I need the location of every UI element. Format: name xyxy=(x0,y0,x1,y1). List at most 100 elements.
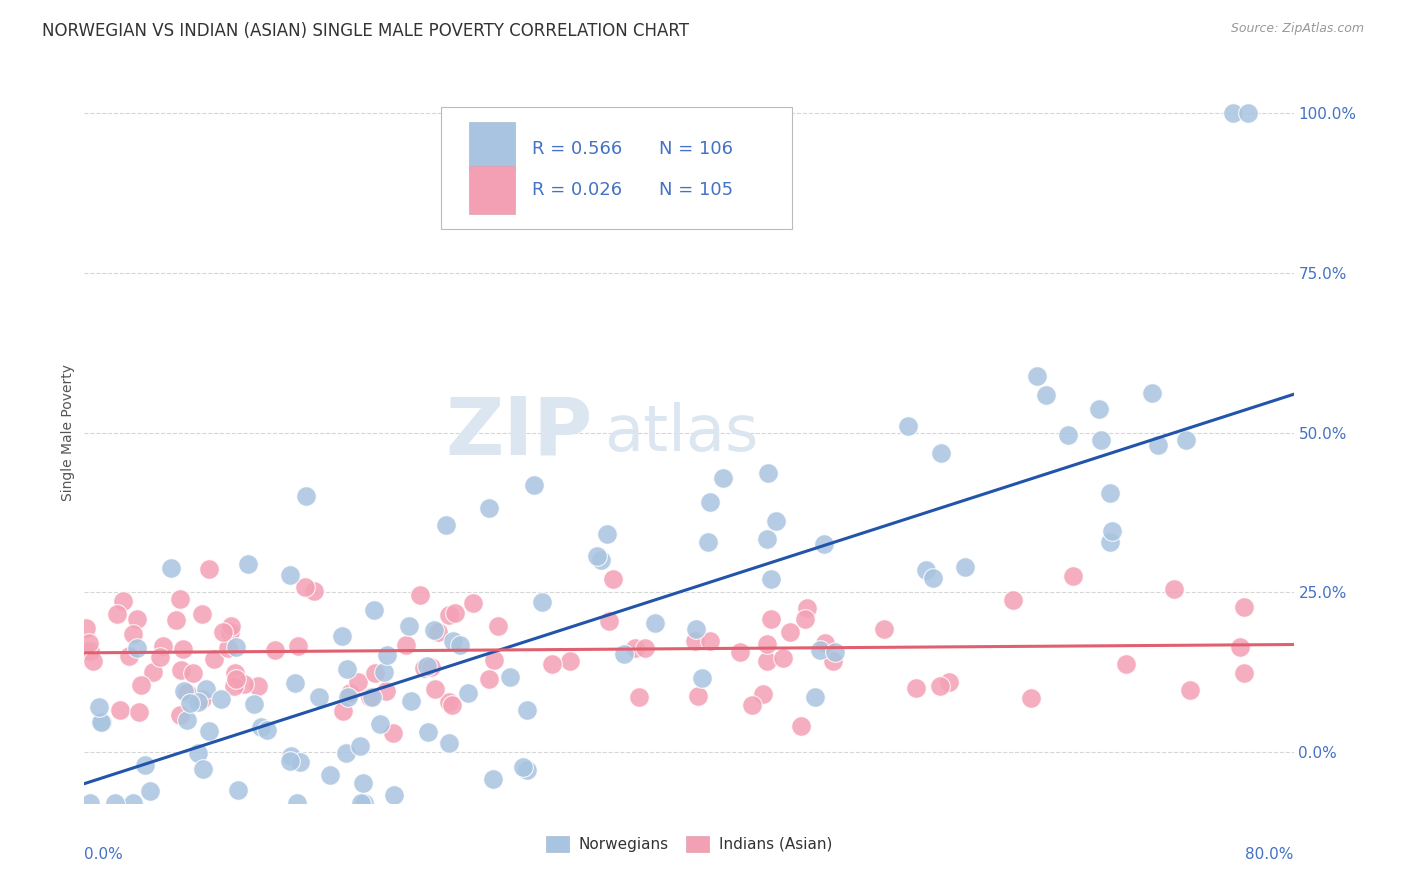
Point xyxy=(295,490,318,504)
Point xyxy=(187,694,209,708)
Point xyxy=(287,640,309,654)
Point xyxy=(449,639,471,653)
Point xyxy=(125,641,148,656)
Point xyxy=(332,704,354,718)
Point xyxy=(1237,106,1260,120)
Point xyxy=(699,495,721,509)
Point xyxy=(585,549,607,563)
Point xyxy=(426,624,449,639)
Text: R = 0.566: R = 0.566 xyxy=(531,140,621,158)
Point xyxy=(118,648,141,663)
Point xyxy=(516,702,538,716)
Point xyxy=(172,642,194,657)
Point xyxy=(955,560,977,574)
Point xyxy=(408,588,430,602)
Point xyxy=(278,754,301,768)
Point xyxy=(103,796,125,810)
Point xyxy=(173,683,195,698)
Point xyxy=(929,679,952,693)
Point xyxy=(482,772,505,787)
Point xyxy=(699,634,721,648)
Point xyxy=(686,689,709,703)
Point xyxy=(873,622,896,636)
Point xyxy=(416,659,439,673)
Point xyxy=(187,747,209,761)
Point xyxy=(478,672,501,686)
Point xyxy=(1026,368,1049,383)
Point xyxy=(202,651,225,665)
Point xyxy=(280,567,302,582)
Point xyxy=(796,601,818,615)
Point xyxy=(441,634,464,648)
Point xyxy=(434,517,457,532)
Point xyxy=(711,471,734,485)
Point xyxy=(644,616,666,631)
Point xyxy=(1163,582,1185,596)
Point xyxy=(589,552,612,566)
Point xyxy=(169,708,191,723)
Point xyxy=(541,657,564,672)
Point xyxy=(692,671,714,685)
Point xyxy=(75,621,97,635)
Point xyxy=(335,746,357,760)
Point xyxy=(79,796,101,810)
Point xyxy=(498,670,520,684)
Point xyxy=(1178,682,1201,697)
Point xyxy=(793,611,815,625)
Point xyxy=(938,674,960,689)
Point xyxy=(364,666,387,681)
Point xyxy=(633,640,655,655)
Point xyxy=(198,562,221,576)
FancyBboxPatch shape xyxy=(468,166,515,214)
Point xyxy=(308,690,330,705)
Point xyxy=(765,514,787,528)
Point xyxy=(463,596,485,610)
Point xyxy=(191,607,214,622)
Point xyxy=(915,564,938,578)
Point xyxy=(512,760,534,774)
Point xyxy=(1229,640,1251,654)
Point xyxy=(523,477,546,491)
Point xyxy=(1019,691,1042,706)
Point xyxy=(596,527,619,541)
Point xyxy=(169,591,191,606)
Point xyxy=(363,603,385,617)
Point xyxy=(413,661,436,675)
Text: 80.0%: 80.0% xyxy=(1246,847,1294,863)
Point xyxy=(486,619,509,633)
Point xyxy=(353,796,375,810)
Point xyxy=(439,694,461,708)
Point xyxy=(170,663,193,677)
Point xyxy=(90,715,112,730)
Point xyxy=(112,593,135,607)
Point xyxy=(808,643,831,657)
Point xyxy=(165,613,187,627)
Point xyxy=(382,788,405,802)
Point xyxy=(685,623,707,637)
Point xyxy=(129,678,152,692)
Point xyxy=(90,715,112,730)
Point xyxy=(613,647,636,661)
Point xyxy=(256,723,278,737)
Point xyxy=(1062,569,1084,583)
Point xyxy=(142,665,165,680)
Point xyxy=(1140,386,1163,401)
Point xyxy=(814,636,837,650)
Point xyxy=(176,713,198,727)
Text: NORWEGIAN VS INDIAN (ASIAN) SINGLE MALE POVERTY CORRELATION CHART: NORWEGIAN VS INDIAN (ASIAN) SINGLE MALE … xyxy=(42,22,689,40)
Point xyxy=(176,686,198,700)
Point xyxy=(319,767,342,781)
Text: Source: ZipAtlas.com: Source: ZipAtlas.com xyxy=(1230,22,1364,36)
Point xyxy=(336,662,359,676)
Text: ZIP: ZIP xyxy=(444,393,592,472)
Point xyxy=(1222,106,1244,120)
Point xyxy=(222,679,245,693)
Point xyxy=(375,648,398,662)
Point xyxy=(1174,433,1197,447)
Point xyxy=(756,466,779,480)
Point xyxy=(191,762,214,776)
Point xyxy=(89,699,111,714)
Y-axis label: Single Male Poverty: Single Male Poverty xyxy=(62,364,76,501)
Point xyxy=(697,534,720,549)
Point xyxy=(804,690,827,705)
